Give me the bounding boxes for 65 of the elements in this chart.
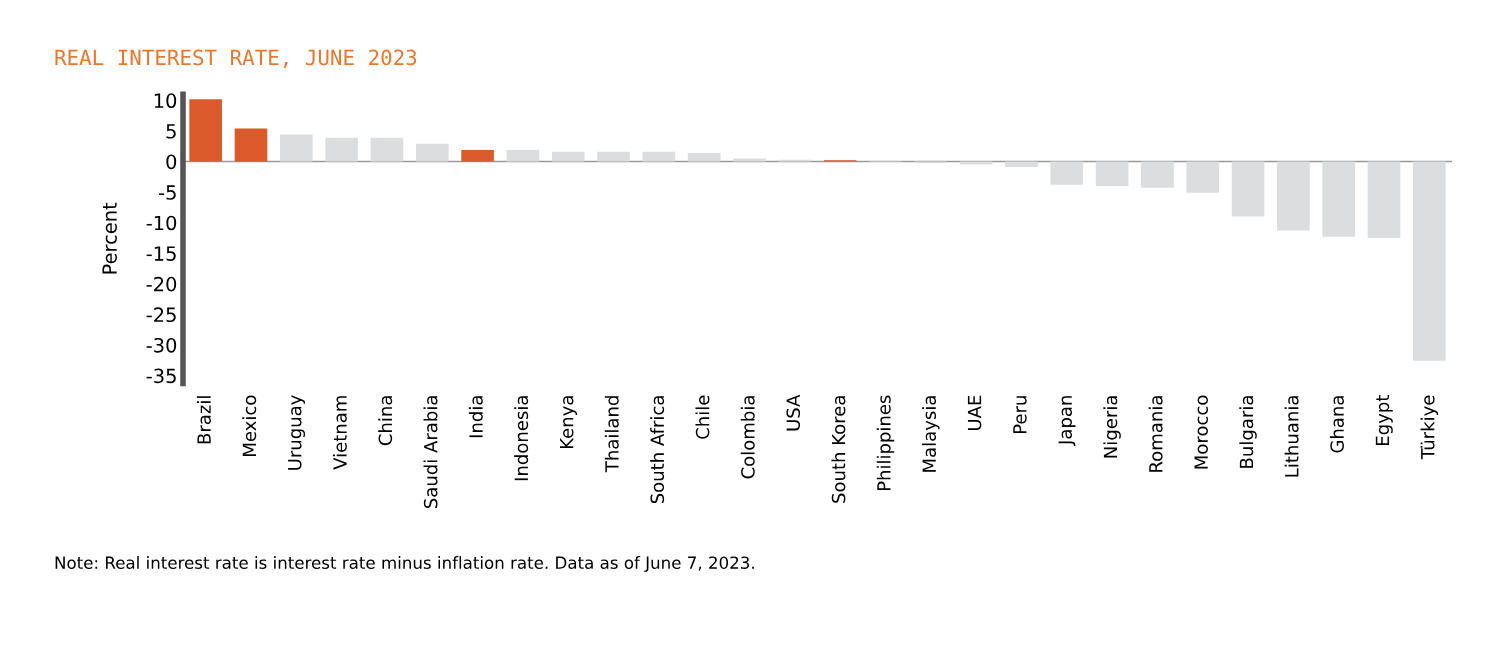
x-tick-label: South Korea [831, 396, 846, 503]
x-tick-label: China [378, 396, 393, 446]
x-tick-label: Peru [1013, 396, 1027, 434]
x-tick-label: UAE [967, 395, 982, 431]
bar [687, 152, 721, 162]
x-tick-label: USA [786, 394, 801, 431]
bar [1322, 161, 1356, 237]
x-tick-label: South Africa [650, 396, 665, 504]
x-tick-label: Uruguay [288, 395, 306, 470]
y-tick-label: -10 [146, 215, 177, 231]
x-tick-label: Brazil [196, 396, 211, 444]
y-tick-label: 5 [166, 124, 176, 139]
bar [1367, 161, 1401, 238]
x-tick-label: Bulgaria [1239, 396, 1257, 468]
y-tick-label: 10 [154, 93, 177, 109]
bar [325, 137, 358, 162]
x-tick-label: Türkiye [1420, 395, 1439, 460]
bar [279, 134, 313, 162]
bar [189, 99, 222, 162]
y-tick-label: -5 [159, 185, 176, 200]
y-tick-label: -35 [146, 368, 176, 384]
y-axis-title: Percent [102, 202, 117, 274]
x-tick-label: Lithuania [1284, 396, 1299, 477]
x-tick-label: Indonesia [514, 396, 529, 481]
bar [959, 161, 993, 165]
bar [370, 137, 404, 162]
y-tick-label: 0 [166, 154, 177, 170]
x-tick-label: Malaysia [922, 396, 940, 472]
bar [1005, 161, 1038, 168]
bar [234, 128, 268, 162]
y-tick-label: -30 [146, 337, 177, 353]
y-tick-label: -15 [146, 246, 176, 261]
bar [642, 151, 676, 162]
x-tick-label: Morocco [1194, 395, 1208, 469]
bar [1095, 161, 1129, 186]
bar [597, 151, 630, 162]
bar [551, 151, 585, 162]
x-tick-label: Ghana [1329, 396, 1344, 453]
bar [1186, 161, 1220, 193]
bar [1050, 161, 1084, 185]
bar [733, 158, 766, 162]
y-tick-label: -20 [146, 276, 177, 292]
bar [1277, 161, 1310, 231]
x-tick-label: Egypt [1375, 395, 1393, 445]
x-tick-label: Colombia [740, 396, 755, 479]
bar [506, 149, 540, 162]
bar [415, 143, 449, 162]
bar [1231, 161, 1265, 217]
x-tick-label: Kenya [560, 396, 577, 449]
x-tick-label: Thailand [604, 396, 619, 473]
bar [1141, 161, 1174, 188]
x-tick-label: Vietnam [332, 396, 347, 470]
bar [461, 149, 494, 162]
bar [1413, 161, 1446, 361]
x-tick-label: Romania [1148, 396, 1163, 472]
text: Note: Real interest rate is interest rate minus inflation rate. Data as of June 7, 2023. [55, 556, 754, 573]
x-tick-label: Nigeria [1103, 396, 1121, 458]
x-tick-label: Japan [1058, 396, 1076, 446]
x-tick-label: Mexico [242, 395, 257, 456]
chart-title: REAL INTEREST RATE, JUNE 2023 [55, 49, 417, 68]
x-tick-label: India [468, 396, 483, 438]
x-tick-label: Philippines [876, 395, 895, 491]
y-tick-label: -25 [146, 307, 176, 323]
x-tick-label: Chile [695, 395, 710, 439]
x-tick-label: Saudi Arabia [423, 396, 438, 508]
